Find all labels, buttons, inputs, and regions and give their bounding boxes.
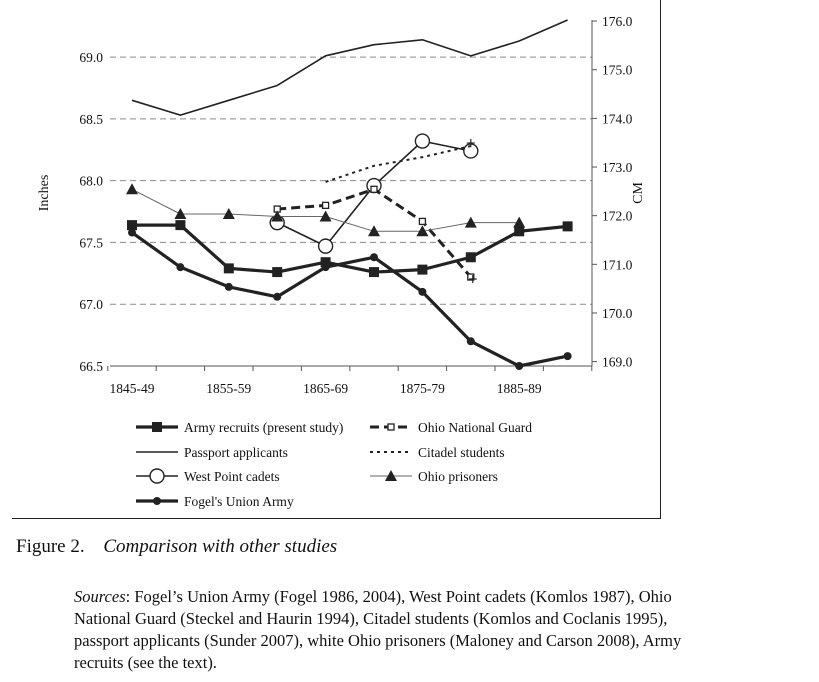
point-fogels-union-army [563, 352, 572, 361]
point-army-recruits [223, 263, 234, 274]
y-tick-label: 68.0 [79, 174, 103, 189]
comparison-line-chart: 69.0 68.5 68.0 67.5 67.0 66.5 176.0 175.0 174.0 1… [37, 14, 646, 509]
point-ohio-prisoners [464, 216, 477, 228]
y2-tick-label: 174.0 [602, 111, 633, 126]
point-ohio-prisoners [222, 208, 235, 220]
legend-marker-fogels-union-army [153, 497, 161, 505]
legend-label-west-point-cadets: West Point cadets [184, 469, 280, 484]
sources-note: Sources: Fogel’s Union Army (Fogel 1986,… [74, 586, 714, 674]
series-line-fogels-union-army [131, 231, 568, 368]
legend-label-ohio-prisoners: Ohio prisoners [418, 469, 498, 484]
legend-label-citadel-students: Citadel students [418, 445, 505, 460]
sources-lead: Sources [74, 587, 126, 606]
chart-frame: 69.0 68.5 68.0 67.5 67.0 66.5 176.0 175.0 174.0 1… [12, 0, 661, 519]
point-army-recruits [320, 257, 331, 268]
point-ohio-prisoners [416, 225, 429, 237]
y-axis-title: Inches [37, 175, 52, 212]
point-fogels-union-army [176, 263, 185, 272]
y2-tick-label: 171.0 [602, 257, 633, 272]
y-tick-label: 69.0 [79, 50, 103, 65]
point-fogels-union-army [370, 253, 378, 262]
y-tick-label: 67.5 [79, 235, 103, 250]
x-tick-label: 1885-89 [497, 381, 542, 396]
legend-marker-west-point-cadets [149, 468, 165, 484]
figure-title: Comparison with other studies [103, 536, 338, 557]
x-tick-label: 1875-79 [400, 381, 445, 396]
point-fogels-union-army [273, 292, 282, 301]
x-tick-label: 1845-49 [110, 381, 155, 396]
series-line-ohio-prisoners [131, 188, 520, 232]
point-fogels-union-army [321, 263, 330, 272]
point-army-recruits [175, 220, 186, 231]
point-ohio-prisoners [368, 225, 380, 237]
y2-tick-label: 173.0 [602, 160, 633, 175]
legend-label-passport-applicants: Passport applicants [184, 445, 288, 460]
point-fogels-union-army [418, 287, 427, 296]
point-army-recruits [272, 267, 283, 278]
point-ohio-prisoners [513, 216, 526, 228]
point-ohio-national-guard [321, 201, 330, 210]
x-tick-label: 1865-69 [303, 381, 348, 396]
point-ohio-prisoners [174, 208, 187, 220]
y2-tick-label: 172.0 [602, 209, 633, 224]
point-ohio-prisoners [319, 210, 332, 222]
y2-tick-label: 170.0 [602, 306, 633, 321]
point-west-point-cadets [414, 133, 431, 149]
point-west-point-cadets [317, 238, 334, 254]
y-tick-label: 68.5 [79, 112, 103, 127]
point-fogels-union-army [128, 228, 136, 237]
y2-tick-label: 169.0 [602, 355, 633, 370]
point-army-recruits [514, 226, 525, 237]
series-line-passport-applicants [131, 19, 568, 116]
point-ohio-national-guard [467, 273, 475, 281]
point-ohio-prisoners [271, 210, 284, 222]
legend-label-ohio-national-guard: Ohio National Guard [418, 420, 532, 435]
legend-label-army-recruits: Army recruits (present study) [184, 420, 343, 435]
legend-marker-army-recruits [152, 422, 162, 432]
series-line-army-recruits [132, 223, 568, 274]
point-fogels-union-army [224, 282, 233, 291]
point-ohio-national-guard [418, 217, 427, 226]
point-army-recruits [127, 220, 137, 231]
figure-caption: Figure 2. Comparison with other studies [16, 536, 337, 558]
point-ohio-national-guard [370, 185, 378, 193]
sources-text: : Fogel’s Union Army (Fogel 1986, 2004),… [74, 587, 682, 672]
y2-tick-label: 175.0 [602, 63, 633, 78]
y-tick-label: 67.0 [79, 297, 103, 312]
point-fogels-union-army [466, 337, 475, 346]
legend-label-fogels-union-army: Fogel's Union Army [184, 494, 294, 509]
x-tick-label: 1855-59 [206, 381, 251, 396]
point-fogels-union-army [515, 362, 524, 370]
y-tick-label: 66.5 [79, 359, 103, 374]
y2-axis-title: CM [631, 182, 646, 204]
y2-tick-label: 176.0 [602, 14, 633, 29]
point-army-recruits [562, 221, 573, 232]
point-ohio-prisoners [126, 183, 138, 195]
legend-marker-ohio-national-guard [387, 423, 395, 431]
point-army-recruits [417, 264, 428, 275]
legend-marker-ohio-prisoners [385, 470, 397, 481]
point-army-recruits [465, 252, 476, 263]
figure-label: Figure 2. [16, 536, 85, 557]
point-army-recruits [369, 267, 379, 278]
